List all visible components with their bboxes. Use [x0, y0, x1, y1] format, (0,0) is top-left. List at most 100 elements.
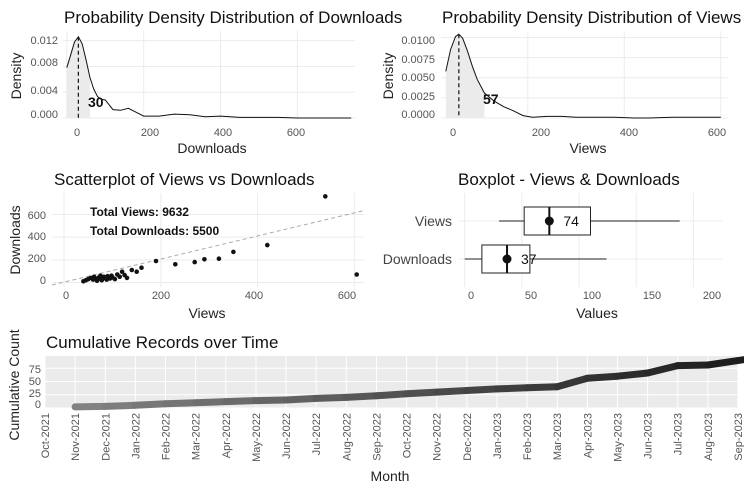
- cumulative-line-segment: [403, 388, 441, 398]
- scatter-xtick-400: 400: [245, 290, 263, 302]
- boxplot-median-point-views: [544, 216, 554, 226]
- cumulative-xtick-label: Oct-2021: [40, 413, 52, 458]
- views-density-ytick-0100: 0.0100: [401, 35, 435, 47]
- cumulative-line-segment: [583, 372, 621, 382]
- cumulative-xlabel: Month: [371, 468, 410, 484]
- boxplot-plot-area: [459, 193, 722, 287]
- downloads-density-title: Probability Density Distribution of Down…: [64, 8, 402, 27]
- cumulative-xtick-label: Jul-2023: [673, 413, 685, 455]
- views-density-xtick-600: 600: [708, 127, 726, 139]
- cumulative-line-segment: [101, 401, 139, 410]
- cumulative-line-segment: [704, 356, 744, 369]
- views-density-ylabel: Density: [380, 53, 396, 100]
- views-density-ytick-0050: 0.0050: [401, 72, 435, 84]
- scatter-trend-line: [51, 210, 365, 286]
- downloads-density-xtick-400: 400: [214, 127, 232, 139]
- scatter-point: [173, 262, 178, 267]
- views-median-label: 57: [483, 91, 499, 107]
- views-density-plot-area: [441, 31, 728, 119]
- cumulative-panel-background: [45, 356, 738, 408]
- scatter-title: Scatterplot of Views vs Downloads: [54, 170, 314, 189]
- cumulative-xtick-label: May-2023: [612, 413, 624, 462]
- scatter-point: [202, 257, 207, 262]
- cumulative-line-segment: [312, 393, 350, 402]
- boxplot-xtick-50: 50: [525, 290, 537, 302]
- scatter-point: [124, 275, 130, 281]
- scatter-point: [216, 256, 222, 262]
- cumulative-ytick-25: 25: [29, 388, 41, 400]
- boxplot-category-downloads: Downloads: [383, 251, 452, 267]
- boxplot-median-label-downloads: 37: [521, 251, 537, 267]
- scatter-total-downloads: Total Downloads: 5500: [90, 224, 219, 238]
- boxplot-xtick-150: 150: [643, 290, 661, 302]
- cumulative-xtick-label: Sep-2023: [733, 413, 744, 461]
- cumulative-line-segment: [463, 385, 501, 394]
- cumulative-line-segment: [493, 384, 531, 393]
- cumulative-xtick-label: Nov-2022: [432, 413, 444, 461]
- scatter-plot-area: [51, 193, 365, 287]
- scatter-point: [119, 269, 125, 275]
- cumulative-xtick-label: Jun-2023: [643, 413, 655, 459]
- cumulative-title: Cumulative Records over Time: [46, 333, 278, 352]
- cumulative-xtick-label: Mar-2023: [552, 413, 564, 460]
- cumulative-line-segment: [131, 400, 169, 409]
- cumulative-line-segment: [553, 374, 591, 391]
- scatter-ytick-600: 600: [28, 210, 46, 222]
- cumulative-xtick-label: Feb-2022: [161, 413, 173, 460]
- cumulative-ytick-50: 50: [29, 376, 41, 388]
- cumulative-ylabel: Cumulative Count: [6, 329, 22, 440]
- scatter-point: [129, 267, 135, 273]
- views-density-ytick-0025: 0.0025: [401, 91, 435, 103]
- views-density-xlabel: Views: [569, 140, 606, 156]
- boxplot-title: Boxplot - Views & Downloads: [458, 170, 680, 189]
- scatter-xtick-200: 200: [152, 290, 170, 302]
- cumulative-ytick-0: 0: [35, 399, 41, 411]
- downloads-density-xlabel: Downloads: [177, 140, 246, 156]
- scatter-point: [139, 265, 144, 271]
- scatter-point: [265, 242, 270, 248]
- cumulative-line-segment: [372, 390, 411, 400]
- boxplot-median-point-downloads: [502, 254, 512, 264]
- scatter-point: [323, 194, 328, 199]
- cumulative-xtick-label: Jun-2022: [281, 413, 293, 459]
- boxplot-median-label-views: 74: [563, 213, 579, 229]
- downloads-density-xtick-600: 600: [287, 127, 305, 139]
- cumulative-xtick-label: Dec-2022: [462, 413, 474, 461]
- cumulative-line-segment: [222, 397, 260, 406]
- views-density-xtick-400: 400: [620, 127, 638, 139]
- cumulative-panel: Cumulative Records over Time Month Cumul…: [6, 329, 744, 484]
- downloads-density-ytick-0008: 0.008: [30, 57, 58, 69]
- scatter-xtick-0: 0: [63, 290, 69, 302]
- cumulative-xtick-label: Nov-2021: [70, 413, 82, 461]
- cumulative-xtick-label: Mar-2022: [191, 413, 203, 460]
- cumulative-line-segment: [614, 369, 652, 380]
- cumulative-line-segment: [433, 387, 471, 396]
- cumulative-xtick-label: Jan-2023: [492, 413, 504, 459]
- cumulative-xtick-label: Aug-2023: [703, 413, 715, 461]
- cumulative-line-segment: [342, 392, 380, 401]
- scatter-xlabel: Views: [188, 305, 225, 321]
- downloads-density-shaded-area: [66, 36, 90, 118]
- boxplot-xtick-100: 100: [583, 290, 601, 302]
- downloads-density-ylabel: Density: [8, 53, 24, 100]
- cumulative-line-segment: [192, 398, 230, 407]
- cumulative-line-segment: [71, 402, 109, 411]
- cumulative-xtick-label: Jan-2022: [130, 413, 142, 459]
- downloads-density-xtick-200: 200: [141, 127, 159, 139]
- downloads-density-plot-area: [63, 31, 355, 119]
- scatter-total-views: Total Views: 9632: [90, 205, 189, 219]
- views-density-density-curve: [445, 33, 721, 119]
- cumulative-plot-area: [44, 356, 744, 411]
- cumulative-xtick-label: Oct-2022: [402, 413, 414, 458]
- scatter-point: [192, 259, 197, 265]
- cumulative-xtick-label: Sep-2022: [371, 413, 383, 461]
- cumulative-line-segment: [523, 383, 561, 392]
- boxplot-xtick-0: 0: [468, 290, 474, 302]
- views-density-shaded-area: [445, 34, 485, 119]
- scatter-point: [231, 249, 236, 255]
- views-density-ytick-0000: 0.0000: [401, 109, 435, 121]
- scatter-point: [354, 272, 360, 277]
- cumulative-line-segment: [252, 396, 290, 405]
- cumulative-xtick-label: Aug-2022: [341, 413, 353, 461]
